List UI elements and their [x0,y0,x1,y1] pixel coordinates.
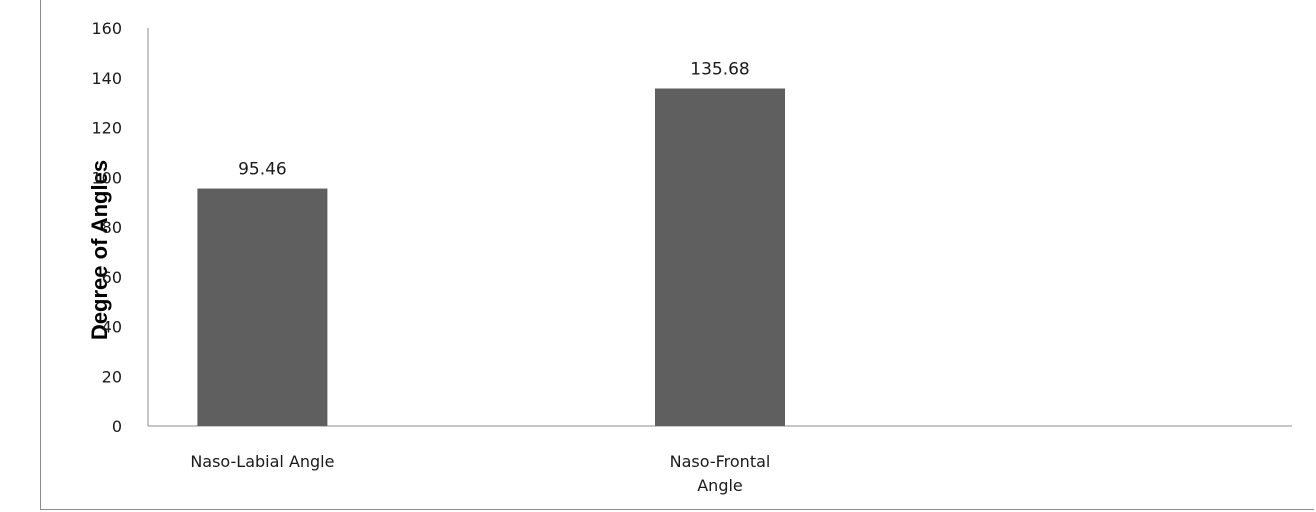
y-tick-labels: 0 20 40 60 80 100 120 140 160 [91,19,122,436]
y-tick-label: 20 [102,367,122,386]
bar [655,88,785,426]
y-axis-title-group: Degree of Angles [87,160,112,340]
bars [197,88,785,426]
y-tick-label: 100 [91,168,122,187]
category-label-line: Naso-Labial Angle [190,452,334,471]
category-label-line: Naso-Frontal [670,452,771,471]
category-label: Naso-Frontal Angle [670,452,771,495]
y-tick-label: 0 [112,417,122,436]
y-tick-label: 160 [91,19,122,38]
y-tick-label: 80 [102,218,122,237]
category-label: Naso-Labial Angle [190,452,334,471]
y-tick-label: 120 [91,119,122,138]
y-tick-label: 60 [102,268,122,287]
data-label: 135.68 [690,59,749,79]
y-tick-label: 40 [102,318,122,337]
data-label: 95.46 [238,160,287,180]
category-labels: Naso-Labial Angle Naso-Frontal Angle [190,452,770,495]
y-axis-title: Degree of Angles [87,160,112,340]
data-labels: 95.46 135.68 [238,59,750,179]
category-label-line: Angle [697,476,743,495]
bar [197,188,328,426]
y-tick-label: 140 [91,69,122,88]
chart-frame [40,0,1314,510]
